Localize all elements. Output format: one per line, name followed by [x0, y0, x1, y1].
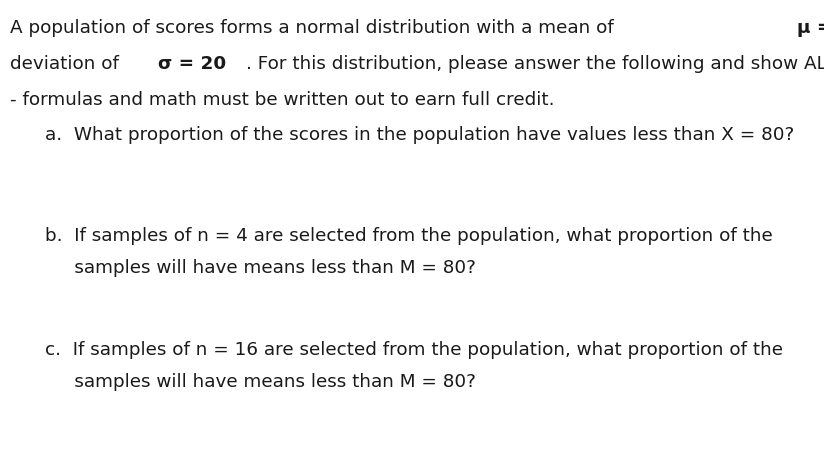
Text: samples will have means less than M = 80?: samples will have means less than M = 80…	[45, 373, 476, 391]
Text: σ = 20: σ = 20	[158, 55, 226, 74]
Text: μ = 75: μ = 75	[797, 19, 824, 37]
Text: b.  If samples of n = 4 are selected from the population, what proportion of the: b. If samples of n = 4 are selected from…	[45, 227, 773, 245]
Text: deviation of: deviation of	[10, 55, 124, 74]
Text: . For this distribution, please answer the following and show ALL work: . For this distribution, please answer t…	[246, 55, 824, 74]
Text: samples will have means less than M = 80?: samples will have means less than M = 80…	[45, 259, 476, 277]
Text: a.  What proportion of the scores in the population have values less than X = 80: a. What proportion of the scores in the …	[45, 126, 794, 144]
Text: - formulas and math must be written out to earn full credit.: - formulas and math must be written out …	[10, 91, 555, 109]
Text: A population of scores forms a normal distribution with a mean of: A population of scores forms a normal di…	[10, 19, 620, 37]
Text: c.  If samples of n = 16 are selected from the population, what proportion of th: c. If samples of n = 16 are selected fro…	[45, 341, 784, 360]
